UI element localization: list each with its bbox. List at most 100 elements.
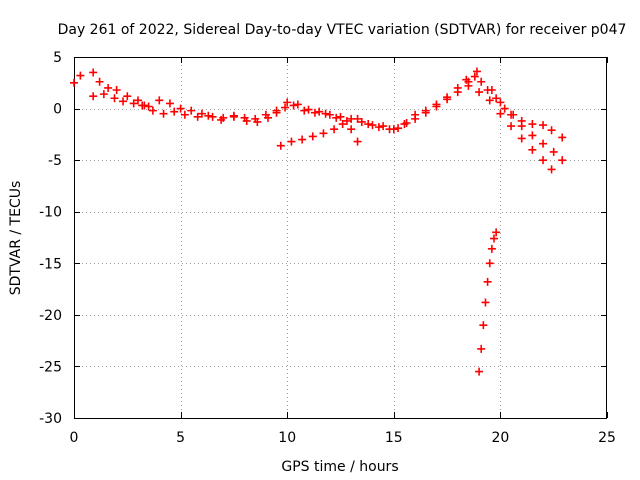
data-point	[240, 113, 249, 122]
data-point	[289, 101, 298, 110]
y-tick-label: 0	[53, 102, 62, 118]
series-steep-drop	[475, 228, 501, 376]
data-point	[229, 111, 238, 120]
data-point	[310, 108, 319, 117]
data-point	[110, 94, 119, 103]
data-point	[89, 92, 98, 101]
y-tick-label: -5	[48, 153, 62, 169]
data-point	[347, 125, 356, 134]
data-point	[517, 134, 526, 143]
data-point	[332, 113, 341, 122]
data-point	[170, 107, 179, 116]
data-point	[492, 94, 501, 103]
data-point	[219, 113, 228, 122]
data-point	[472, 67, 481, 76]
data-point	[389, 125, 398, 134]
data-point	[330, 125, 339, 134]
data-point	[475, 367, 484, 376]
data-point	[475, 88, 484, 97]
data-point	[507, 122, 516, 131]
data-point	[129, 99, 138, 108]
x-tick-label: 25	[598, 430, 616, 446]
data-point	[281, 103, 290, 112]
data-point	[197, 109, 206, 118]
data-point	[187, 106, 196, 115]
data-point	[487, 244, 496, 253]
data-point	[165, 99, 174, 108]
data-point	[338, 120, 347, 129]
data-point	[432, 102, 441, 111]
data-point	[99, 90, 108, 99]
data-point	[159, 109, 168, 118]
data-point	[342, 116, 351, 125]
y-tick-label: 5	[53, 50, 62, 66]
tick-layer: 0 5 10 15 20 25 5 0 -5 -10 -15 -20 -25 -30	[39, 50, 616, 446]
data-point	[193, 112, 202, 121]
chart-title: Day 261 of 2022, Sidereal Day-to-day VTE…	[58, 22, 627, 38]
data-point	[464, 81, 473, 90]
data-point	[500, 104, 509, 113]
data-point	[70, 78, 78, 87]
data-point	[123, 92, 132, 101]
data-point	[539, 139, 548, 148]
data-point	[283, 98, 292, 107]
data-point	[421, 108, 430, 117]
data-point	[443, 95, 452, 104]
data-point	[321, 109, 330, 118]
data-point	[558, 156, 567, 165]
data-point	[76, 71, 85, 80]
y-tick-label: -30	[39, 411, 62, 427]
y-tick-label: -20	[39, 308, 62, 324]
data-point	[353, 137, 362, 146]
data-point	[357, 117, 366, 126]
data-point	[304, 105, 313, 114]
data-point	[485, 96, 494, 105]
data-point	[470, 72, 479, 81]
data-point	[148, 106, 157, 115]
x-tick-label: 15	[385, 430, 403, 446]
data-point	[180, 110, 189, 119]
data-point	[287, 137, 296, 146]
data-point	[112, 86, 121, 95]
data-point	[364, 120, 373, 129]
data-point	[453, 88, 462, 97]
data-point	[315, 107, 324, 116]
data-point	[496, 109, 505, 118]
data-point	[547, 165, 556, 174]
points-layer	[70, 67, 567, 376]
y-tick-label: -10	[39, 205, 62, 221]
data-point	[507, 110, 516, 119]
data-point	[176, 104, 185, 113]
data-point	[336, 112, 345, 121]
series-descending-right	[487, 86, 567, 165]
data-point	[477, 77, 486, 86]
data-point	[477, 344, 486, 353]
data-point	[479, 321, 488, 330]
data-point	[374, 123, 383, 132]
data-point	[490, 234, 499, 243]
data-point	[492, 228, 501, 237]
data-point	[293, 100, 302, 109]
data-point	[394, 124, 403, 133]
x-tick-label: 10	[278, 430, 296, 446]
data-point	[272, 106, 281, 115]
data-point	[539, 156, 548, 165]
data-point	[138, 101, 147, 110]
data-point	[368, 121, 377, 130]
data-point	[89, 68, 98, 77]
series-lower-track	[276, 120, 362, 150]
x-tick-label: 5	[176, 430, 185, 446]
data-point	[325, 110, 334, 119]
data-point	[95, 77, 104, 86]
data-point	[133, 96, 142, 105]
data-point	[481, 298, 490, 307]
data-point	[528, 131, 537, 140]
data-point	[119, 97, 128, 106]
data-point	[208, 112, 217, 121]
data-point	[261, 110, 270, 119]
data-point	[276, 141, 285, 150]
data-point	[347, 114, 356, 123]
data-point	[517, 122, 526, 131]
data-point	[483, 277, 492, 286]
